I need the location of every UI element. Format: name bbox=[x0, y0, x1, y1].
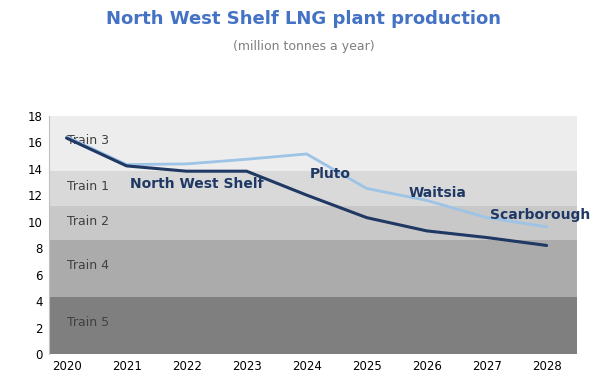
Text: (million tonnes a year): (million tonnes a year) bbox=[232, 40, 375, 54]
Text: Train 2: Train 2 bbox=[67, 215, 109, 228]
Text: Train 3: Train 3 bbox=[67, 134, 109, 147]
Text: Waitsia: Waitsia bbox=[409, 186, 467, 200]
Bar bbox=[49, 116, 577, 171]
Text: Pluto: Pluto bbox=[310, 167, 351, 181]
Bar bbox=[49, 297, 577, 354]
Text: Scarborough: Scarborough bbox=[490, 208, 590, 222]
Text: Train 4: Train 4 bbox=[67, 259, 109, 272]
Text: Train 1: Train 1 bbox=[67, 180, 109, 193]
Text: North West Shelf LNG plant production: North West Shelf LNG plant production bbox=[106, 10, 501, 28]
Bar bbox=[49, 206, 577, 240]
Text: North West Shelf: North West Shelf bbox=[129, 177, 263, 191]
Bar bbox=[49, 171, 577, 206]
Text: Train 5: Train 5 bbox=[67, 316, 109, 329]
Bar bbox=[49, 240, 577, 297]
